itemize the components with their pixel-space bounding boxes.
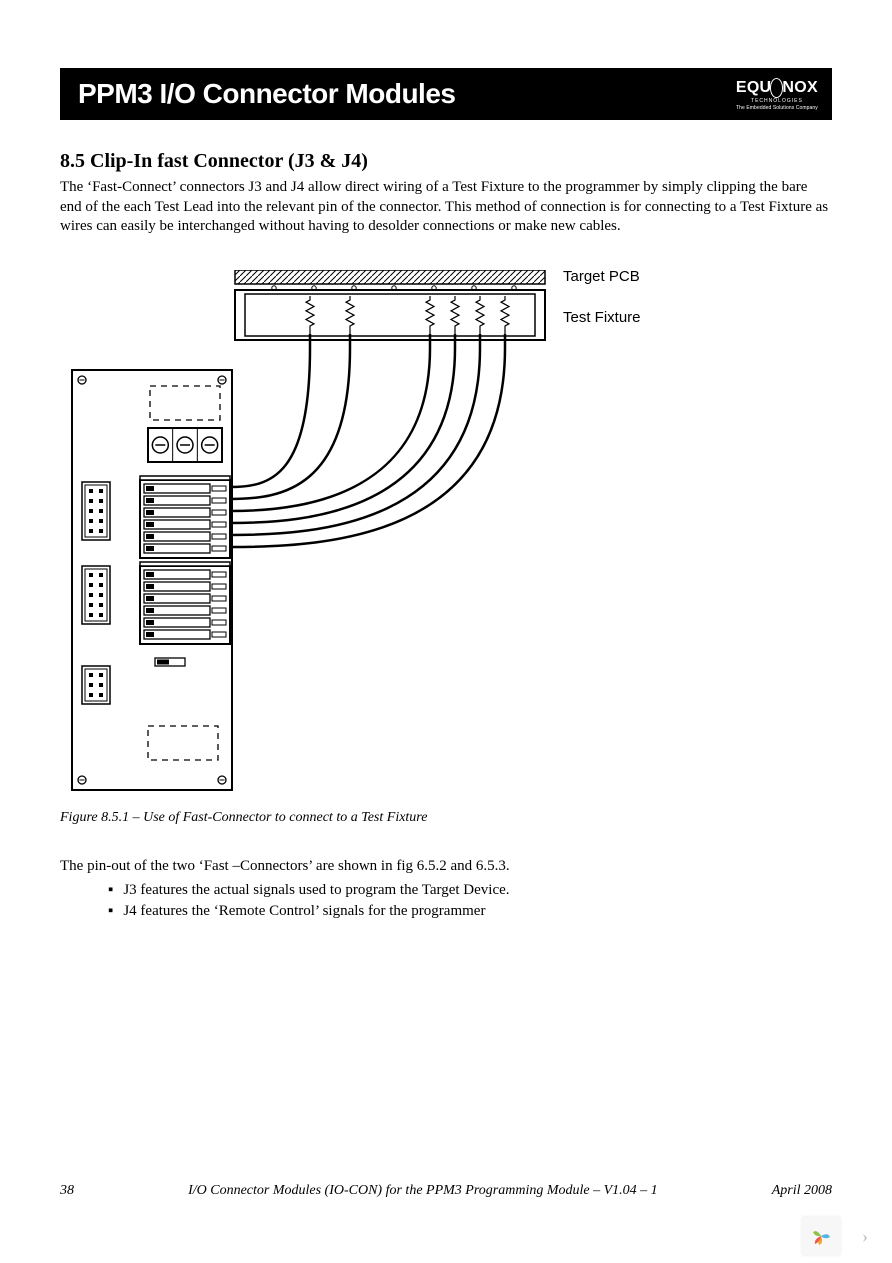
logo: EQU NOX TECHNOLOGIES The Embedded Soluti… bbox=[736, 78, 822, 111]
page: PPM3 I/O Connector Modules EQU NOX TECHN… bbox=[0, 0, 892, 1263]
logo-tagline: The Embedded Solutions Company bbox=[736, 105, 818, 111]
section-heading: 8.5 Clip-In fast Connector (J3 & J4) bbox=[60, 150, 368, 173]
svg-text:Target PCB: Target PCB bbox=[563, 270, 640, 285]
after-intro: The pin-out of the two ‘Fast –Connectors… bbox=[60, 856, 832, 876]
figure: Target PCB Test Fixture bbox=[60, 270, 832, 800]
watermark: › bbox=[802, 1217, 884, 1255]
bullet-list: J3 features the actual signals used to p… bbox=[60, 880, 832, 921]
logo-text-right: NOX bbox=[782, 79, 818, 97]
logo-text-left: EQU bbox=[736, 79, 772, 97]
bullet-1: J3 features the actual signals used to p… bbox=[108, 880, 832, 900]
page-number: 38 bbox=[60, 1183, 74, 1199]
after-figure-text: The pin-out of the two ‘Fast –Connectors… bbox=[60, 856, 832, 921]
bullet-2: J4 features the ‘Remote Control’ signals… bbox=[108, 901, 832, 921]
svg-text:Test Fixture: Test Fixture bbox=[563, 309, 641, 326]
logo-main: EQU NOX bbox=[736, 78, 818, 98]
header-banner: PPM3 I/O Connector Modules EQU NOX TECHN… bbox=[60, 68, 832, 120]
figure-svg: Target PCB Test Fixture bbox=[60, 270, 832, 800]
section-body: The ‘Fast-Connect’ connectors J3 and J4 … bbox=[60, 178, 832, 237]
footer: 38 I/O Connector Modules (IO-CON) for th… bbox=[60, 1183, 832, 1199]
header-title: PPM3 I/O Connector Modules bbox=[78, 78, 455, 110]
watermark-logo-icon bbox=[802, 1217, 840, 1255]
footer-center: I/O Connector Modules (IO-CON) for the P… bbox=[188, 1183, 658, 1199]
watermark-chevron-icon: › bbox=[846, 1217, 884, 1255]
figure-caption: Figure 8.5.1 – Use of Fast-Connector to … bbox=[60, 810, 427, 826]
logo-sub: TECHNOLOGIES bbox=[751, 98, 803, 104]
footer-date: April 2008 bbox=[772, 1183, 832, 1199]
